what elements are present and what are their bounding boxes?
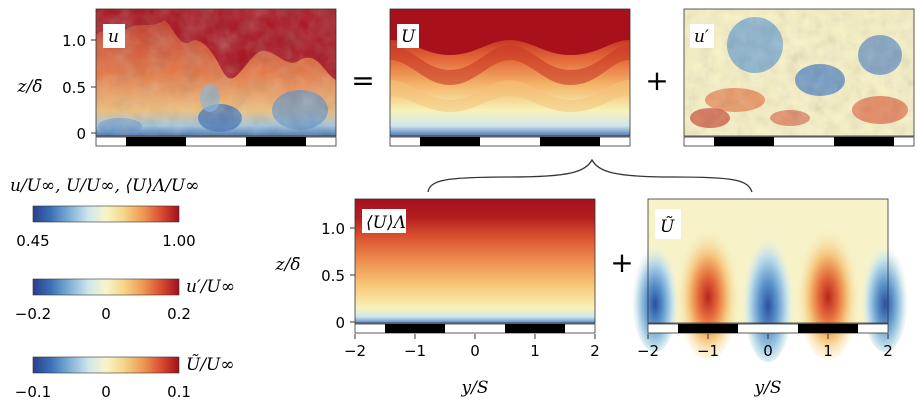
- bottom-z-tick-05: 0.5: [321, 267, 345, 285]
- bottom-z-tick-0: 0: [335, 314, 345, 332]
- strip-U: [389, 136, 631, 147]
- strip-mean: [354, 323, 596, 334]
- x-tick-label: 1: [530, 342, 540, 360]
- x-tick-label: −2: [637, 342, 659, 360]
- panel-U: [389, 8, 631, 137]
- strip-utilde: [647, 323, 889, 334]
- panel-U-label: U: [401, 27, 416, 47]
- colorbar-2: u′/U∞ −0.2 0 0.2: [15, 277, 235, 323]
- x-tick-label: 1: [823, 342, 833, 360]
- panel-uprime-label: u′: [694, 27, 709, 47]
- top-z-tick-10: 1.0: [62, 32, 86, 50]
- bottom-z-axis-label: z/δ̄: [275, 255, 301, 275]
- x-tick-label: −2: [344, 342, 366, 360]
- x-tick-label: 0: [763, 342, 773, 360]
- x-tick-label: 2: [883, 342, 893, 360]
- colorbar-3-tick-mid: 0: [101, 383, 111, 401]
- plus-sign-bottom: +: [610, 246, 633, 279]
- colorbar-2-tick-max: 0.2: [167, 305, 191, 323]
- colorbar-1-tick-max: 1.00: [162, 232, 195, 250]
- colorbar-1-title: u/U∞, U/U∞, ⟨U⟩Λ/U∞: [10, 176, 199, 196]
- curly-brace: [427, 158, 753, 193]
- panel-u: u: [95, 8, 337, 137]
- colorbar-3-tick-min: −0.1: [15, 383, 51, 401]
- colorbar-1-tick-min: 0.45: [16, 232, 49, 250]
- colorbar-3: Ũ/U∞ −0.1 0 0.1: [15, 354, 235, 401]
- x-axis-right: −2 −1 0 1 2: [637, 334, 893, 360]
- top-z-tick-05: 0.5: [62, 79, 86, 97]
- x-axis-left: −2 −1 0 1 2: [344, 334, 600, 360]
- colorbar-2-title: u′/U∞: [186, 277, 235, 297]
- top-z-axis: 0 0.5 1.0 z/δ̄: [17, 32, 96, 143]
- x-tick-label: −1: [697, 342, 719, 360]
- panel-uprime: [683, 8, 915, 137]
- equals-sign: =: [351, 64, 374, 97]
- x-axis-label-left: y/S: [461, 378, 489, 398]
- panel-mean-label: ⟨U⟩Λ: [366, 213, 406, 233]
- strip-uprime: [683, 136, 915, 147]
- x-tick-label: 2: [590, 342, 600, 360]
- strip-u: [95, 136, 337, 147]
- plus-sign-top: +: [645, 64, 668, 97]
- x-axis-label-right: y/S: [754, 378, 782, 398]
- colorbar-1: u/U∞, U/U∞, ⟨U⟩Λ/U∞ 0.45 1.00: [10, 176, 199, 250]
- panel-u-label-text: u: [108, 27, 119, 47]
- x-tick-label: −1: [404, 342, 426, 360]
- bottom-z-tick-10: 1.0: [321, 220, 345, 238]
- colorbar-3-title: Ũ/U∞: [186, 354, 235, 375]
- colorbar-2-tick-min: −0.2: [15, 305, 51, 323]
- top-z-tick-0: 0: [76, 125, 86, 143]
- top-z-axis-label: z/δ̄: [17, 77, 43, 97]
- colorbar-2-tick-mid: 0: [101, 305, 111, 323]
- panel-utilde-label: Ũ: [660, 216, 675, 237]
- bottom-z-axis: 0 0.5 1.0 z/δ̄: [275, 220, 355, 332]
- colorbar-3-tick-max: 0.1: [167, 383, 191, 401]
- x-tick-label: 0: [470, 342, 480, 360]
